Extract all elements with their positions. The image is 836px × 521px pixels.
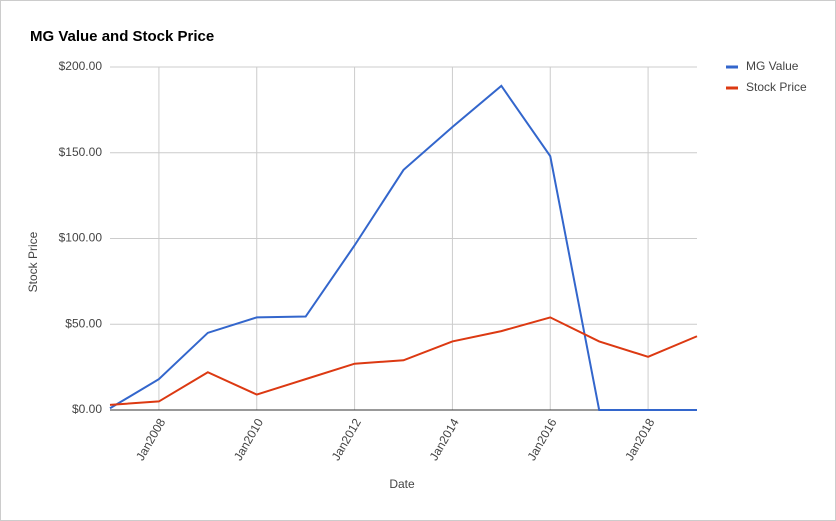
y-tick-label: $200.00 xyxy=(59,59,103,73)
series-line xyxy=(109,84,697,411)
x-axis-label: Date xyxy=(389,477,415,491)
chart-title: MG Value and Stock Price xyxy=(30,28,214,45)
y-tick-label: $0.00 xyxy=(72,402,102,416)
y-tick-label: $50.00 xyxy=(65,316,102,330)
legend-label: Stock Price xyxy=(746,80,807,94)
y-tick-label: $150.00 xyxy=(59,145,103,159)
series-line xyxy=(109,316,698,406)
y-axis-label: Stock Price xyxy=(26,231,40,292)
legend-label: MG Value xyxy=(746,59,799,73)
y-tick-label: $100.00 xyxy=(59,231,103,245)
